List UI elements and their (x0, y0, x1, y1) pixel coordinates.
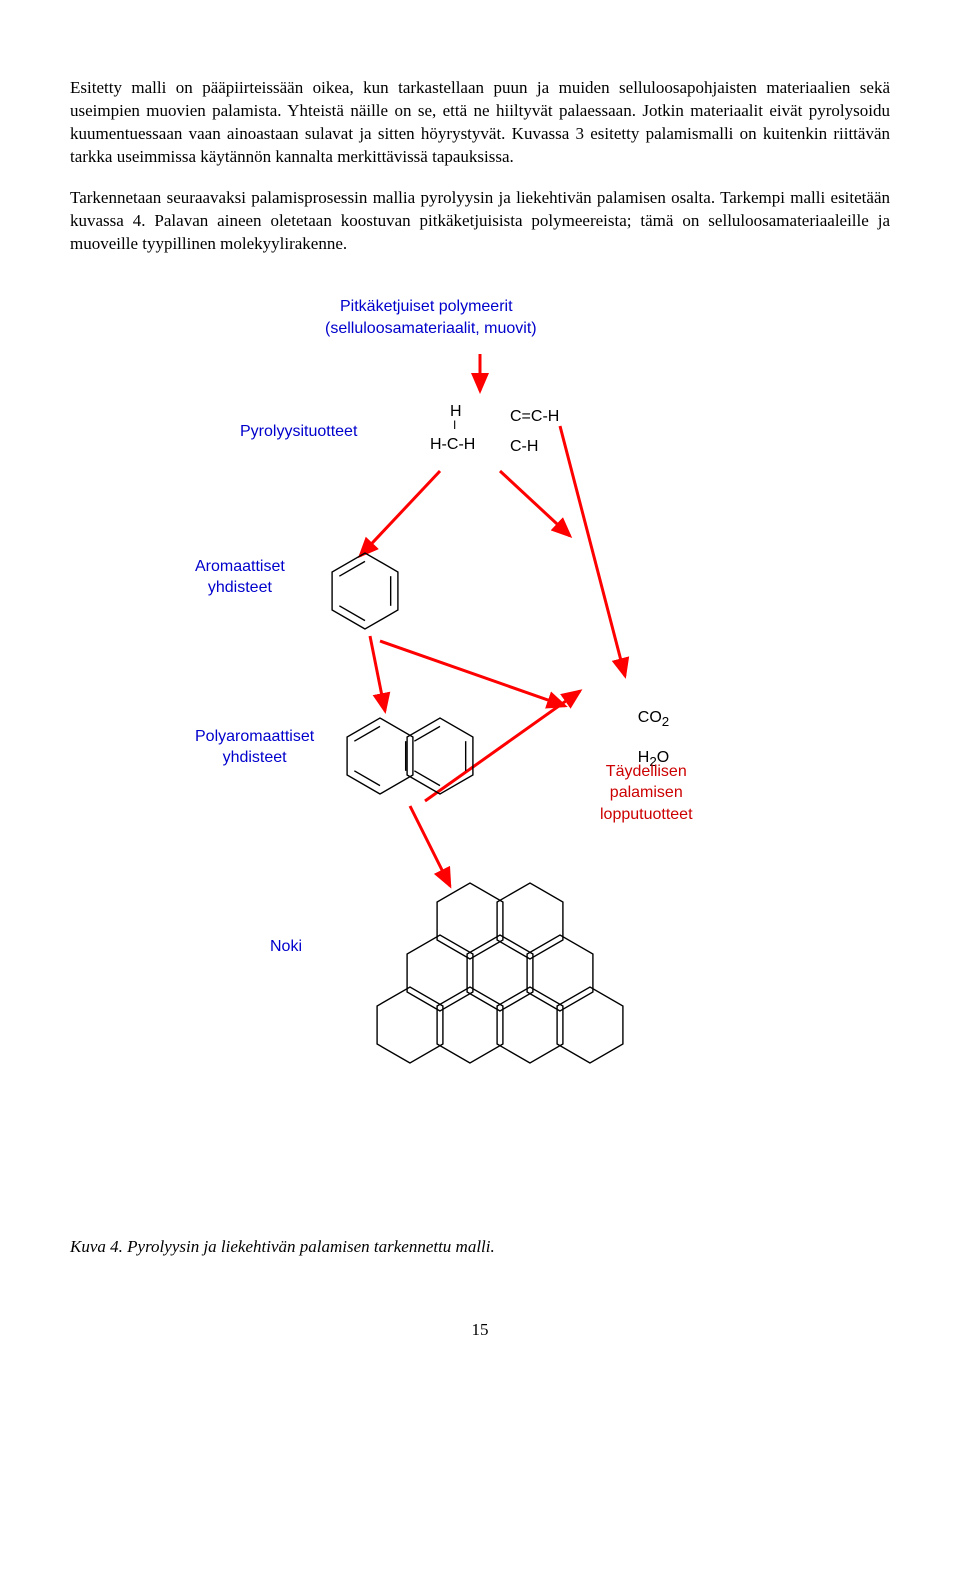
label-pyrolysis: Pyrolyysituotteet (240, 421, 357, 443)
figure-caption: Kuva 4. Pyrolyysin ja liekehtivän palami… (70, 1236, 890, 1259)
label-soot: Noki (270, 936, 302, 958)
paragraph-2: Tarkennetaan seuraavaksi palamisprosessi… (70, 187, 890, 256)
page-number: 15 (70, 1319, 890, 1342)
formula-HCH: H-C-H (430, 434, 475, 456)
pyrolysis-diagram: Pitkäketjuiset polymeerit (selluloosamat… (170, 296, 790, 1196)
paragraph-1: Esitetty malli on pääpiirteissään oikea,… (70, 77, 890, 169)
label-polymers-2: (selluloosamateriaalit, muovit) (325, 318, 537, 340)
label-polyaromatic: Polyaromaattiset yhdisteet (195, 726, 314, 769)
formula-bar: I (453, 417, 456, 433)
label-aromatic: Aromaattiset yhdisteet (195, 556, 285, 599)
label-polymers-1: Pitkäketjuiset polymeerit (340, 296, 513, 318)
formula-CCH: C=C-H (510, 406, 559, 428)
formula-CH: C-H (510, 436, 538, 458)
label-complete-combustion: Täydellisen palamisen lopputuotteet (600, 761, 693, 826)
